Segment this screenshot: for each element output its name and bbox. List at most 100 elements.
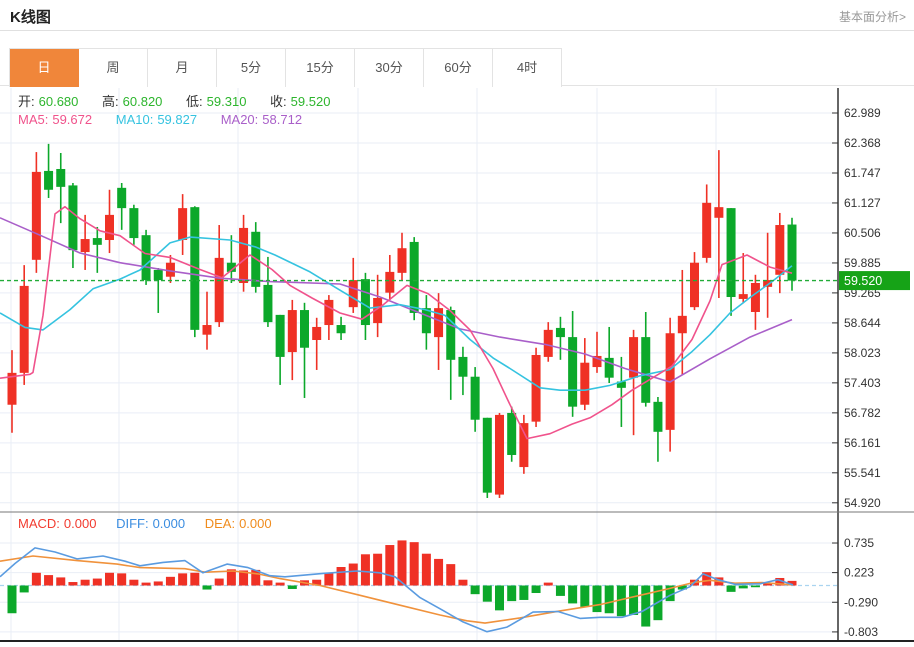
macd-histogram-bar xyxy=(604,585,614,614)
main-axis-label: 58.644 xyxy=(844,316,881,330)
macd-row: MACD: 0.000 DIFF: 0.000 DEA: 0.000 xyxy=(18,516,272,531)
candle-down xyxy=(653,401,663,432)
macd-histogram-bar xyxy=(458,579,468,586)
tab-5分[interactable]: 5分 xyxy=(217,49,286,87)
macd-histogram-bar xyxy=(129,579,139,586)
macd-histogram-bar xyxy=(44,575,54,586)
candle-up xyxy=(165,262,175,277)
candle-down xyxy=(458,356,468,377)
open-value: 60.680 xyxy=(38,94,79,109)
candle-up xyxy=(714,207,724,218)
candle-up xyxy=(324,299,334,326)
macd-histogram-bar xyxy=(750,585,760,588)
macd-histogram-bar xyxy=(543,582,553,586)
tab-15分[interactable]: 15分 xyxy=(286,49,355,87)
macd-histogram-bar xyxy=(190,572,200,586)
candle-up xyxy=(738,294,748,299)
tab-30分[interactable]: 30分 xyxy=(355,49,424,87)
macd-histogram-bar xyxy=(312,579,322,586)
macd-axis-label: -0.290 xyxy=(844,595,878,609)
macd-histogram-bar xyxy=(80,579,90,586)
candle-down xyxy=(568,337,578,407)
macd-histogram-bar xyxy=(580,585,590,607)
candle-down xyxy=(616,381,626,388)
tab-日[interactable]: 日 xyxy=(10,49,79,87)
candle-up xyxy=(385,271,395,293)
ma-row: MA5: 59.672 MA10: 59.827 MA20: 58.712 xyxy=(18,112,306,127)
tab-周[interactable]: 周 xyxy=(79,49,148,87)
ma5-value: 59.672 xyxy=(52,112,93,127)
macd-histogram-bar xyxy=(397,540,407,586)
tab-4时[interactable]: 4时 xyxy=(493,49,562,87)
diff-line xyxy=(0,547,794,633)
tab-60分[interactable]: 60分 xyxy=(424,49,493,87)
tab-月[interactable]: 月 xyxy=(148,49,217,87)
candle-up xyxy=(580,362,590,405)
macd-axis-label: -0.803 xyxy=(844,625,878,639)
candle-up xyxy=(702,202,712,258)
macd-histogram-bar xyxy=(56,577,66,586)
high-value: 60.820 xyxy=(122,94,163,109)
candle-down xyxy=(604,357,614,378)
macd-histogram-bar xyxy=(787,580,797,586)
macd-histogram-bar xyxy=(568,585,578,604)
ma20-line xyxy=(0,217,793,383)
macd-histogram-bar xyxy=(592,585,602,613)
dea-label: DEA: xyxy=(204,516,236,531)
ma10-line xyxy=(0,236,793,392)
macd-histogram-bar xyxy=(214,578,224,586)
candle-down xyxy=(641,337,651,403)
candle-up xyxy=(202,325,212,335)
macd-histogram-bar xyxy=(348,563,358,586)
candle-down xyxy=(470,376,480,420)
candle-up xyxy=(531,354,541,422)
last-price-tag xyxy=(839,271,910,291)
candle-up xyxy=(348,280,358,308)
main-axis-label: 61.127 xyxy=(844,196,881,210)
last-price-tag-text: 59.520 xyxy=(844,274,882,288)
candle-up xyxy=(519,423,529,468)
macd-histogram-bar xyxy=(434,558,444,586)
candle-down xyxy=(44,170,54,190)
ma10-label: MA10: xyxy=(115,112,154,127)
macd-histogram-bar xyxy=(702,572,712,586)
close-label: 收: xyxy=(270,94,287,109)
ma5-label: MA5: xyxy=(18,112,49,127)
ma20-label: MA20: xyxy=(220,112,259,127)
low-label: 低: xyxy=(186,94,203,109)
candle-up xyxy=(7,372,17,405)
candle-down xyxy=(190,207,200,330)
candle-down xyxy=(300,310,309,348)
candle-up xyxy=(19,285,29,373)
candle-down xyxy=(482,417,492,493)
interval-tabbar: 日周月 5分 15分 30分 60分 4时 xyxy=(0,48,914,87)
candle-down xyxy=(226,262,236,272)
open-label: 开: xyxy=(18,94,35,109)
fundamental-analysis-link[interactable]: 基本面分析> xyxy=(838,10,906,24)
macd-histogram-bar xyxy=(68,582,78,586)
candle-up xyxy=(178,208,188,241)
macd-histogram-bar xyxy=(519,585,529,600)
macd-histogram-bar xyxy=(7,585,17,614)
ohlc-row: 开: 60.680 高: 60.820 低: 59.310 收: 59.520 xyxy=(18,91,334,110)
macd-histogram-bar xyxy=(763,583,773,586)
macd-histogram-bar xyxy=(117,573,127,586)
candle-down xyxy=(92,238,102,245)
candle-down xyxy=(726,208,736,298)
main-axis-label: 60.506 xyxy=(844,226,881,240)
macd-histogram-bar xyxy=(239,570,249,586)
high-label: 高: xyxy=(102,94,119,109)
macd-histogram-bar xyxy=(726,585,736,592)
macd-histogram-bar xyxy=(775,577,785,586)
candle-up xyxy=(629,337,639,378)
macd-histogram-bar xyxy=(153,581,163,586)
main-axis-label: 59.885 xyxy=(844,256,881,270)
macd-histogram-bar xyxy=(360,554,370,586)
candle-down xyxy=(129,208,139,239)
dea-value: 0.000 xyxy=(239,516,272,531)
macd-histogram-bar xyxy=(470,585,480,595)
candle-up xyxy=(397,248,407,273)
header-divider xyxy=(0,30,914,31)
